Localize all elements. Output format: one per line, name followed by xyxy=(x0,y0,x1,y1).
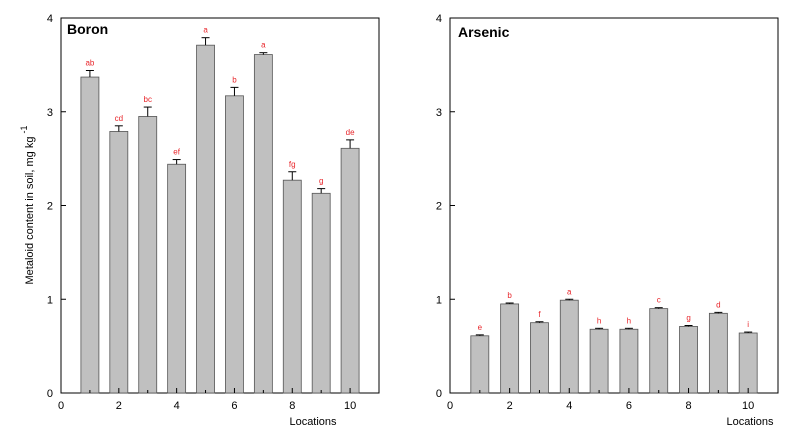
arsenic-bar xyxy=(708,312,728,394)
arsenic-x-tick-label: 8 xyxy=(685,400,691,412)
arsenic-bar xyxy=(470,335,490,394)
arsenic-bar xyxy=(738,332,758,394)
arsenic-significance-label: g xyxy=(686,314,690,323)
boron-bar xyxy=(109,131,129,394)
svg-text:Metaloid content in soil, mg k: Metaloid content in soil, mg kg -1 xyxy=(19,125,36,284)
boron-y-tick-label: 4 xyxy=(47,13,53,25)
boron-y-tick-label: 0 xyxy=(47,388,53,400)
boron-y-tick-label: 3 xyxy=(47,107,53,119)
arsenic-significance-label: e xyxy=(478,323,483,332)
arsenic-significance-label: h xyxy=(597,316,601,325)
boron-y-tick-label: 1 xyxy=(47,294,53,306)
boron-bar xyxy=(282,179,302,394)
arsenic-significance-label: b xyxy=(507,291,512,300)
arsenic-x-axis-title: Locations xyxy=(726,416,774,428)
arsenic-significance-label: h xyxy=(627,316,631,325)
boron-y-tick-label: 2 xyxy=(47,201,53,213)
arsenic-y-tick-label: 3 xyxy=(436,107,442,119)
boron-significance-label: a xyxy=(203,26,208,35)
boron-x-tick-label: 10 xyxy=(344,400,356,412)
boron-bar xyxy=(196,44,215,394)
arsenic-x-tick-label: 4 xyxy=(566,400,572,412)
boron-x-tick-label: 4 xyxy=(174,400,180,412)
boron-x-tick-label: 0 xyxy=(58,400,64,412)
boron-bar xyxy=(80,76,100,394)
arsenic-bar xyxy=(619,328,639,394)
boron-y-axis-title: Metaloid content in soil, mg kg xyxy=(24,137,36,285)
arsenic-x-tick-label: 2 xyxy=(507,400,513,412)
boron-significance-label: g xyxy=(319,177,323,186)
arsenic-bar xyxy=(589,328,609,394)
arsenic-bar xyxy=(500,303,520,394)
boron-bar xyxy=(311,192,331,394)
boron-significance-label: bc xyxy=(144,95,152,104)
boron-bar xyxy=(138,116,158,394)
arsenic-significance-label: d xyxy=(716,300,720,309)
arsenic-x-tick-label: 10 xyxy=(742,400,754,412)
arsenic-bars: e b f a h h c g d i xyxy=(470,287,758,394)
arsenic-bar xyxy=(649,308,669,394)
boron-bar xyxy=(167,163,187,394)
boron-significance-label: ef xyxy=(173,148,180,157)
arsenic-bar xyxy=(679,326,698,394)
arsenic-significance-label: a xyxy=(567,287,572,296)
boron-bar xyxy=(225,95,244,394)
boron-significance-label: a xyxy=(261,41,266,50)
boron-y-axis-exponent: -1 xyxy=(19,125,29,133)
boron-x-tick-label: 6 xyxy=(231,400,237,412)
arsenic-y-tick-label: 1 xyxy=(436,294,442,306)
arsenic-bar xyxy=(530,322,549,394)
arsenic-y-tick-label: 2 xyxy=(436,201,442,213)
arsenic-y-tick-label: 4 xyxy=(436,13,442,25)
arsenic-bar xyxy=(559,299,579,394)
boron-x-tick-label: 8 xyxy=(289,400,295,412)
arsenic-panel: Arsenic Locations e b f a h h c g d i 0 1 2 3 4 0 2 4 6 8 1… xyxy=(436,13,779,428)
boron-significance-label: cd xyxy=(115,114,123,123)
arsenic-title: Arsenic xyxy=(458,24,510,40)
boron-plot-frame xyxy=(60,17,380,394)
arsenic-x-tick-label: 0 xyxy=(447,400,453,412)
arsenic-significance-label: i xyxy=(747,320,749,329)
boron-panel: Boron Locations Metaloid content in soil… xyxy=(19,13,380,428)
arsenic-significance-label: f xyxy=(538,310,541,319)
boron-bar xyxy=(340,147,360,394)
arsenic-y-tick-label: 0 xyxy=(436,388,442,400)
boron-significance-label: ab xyxy=(85,59,94,68)
boron-significance-label: de xyxy=(346,128,355,137)
boron-significance-label: b xyxy=(232,75,237,84)
arsenic-significance-label: c xyxy=(657,296,661,305)
boron-significance-label: fg xyxy=(289,160,296,169)
arsenic-x-tick-label: 6 xyxy=(626,400,632,412)
boron-bar xyxy=(253,54,273,394)
boron-x-tick-label: 2 xyxy=(116,400,122,412)
boron-title: Boron xyxy=(67,21,108,37)
boron-y-axis-title-group: Metaloid content in soil, mg kg -1 xyxy=(19,125,36,284)
arsenic-plot-frame xyxy=(449,17,779,394)
boron-x-axis-title: Locations xyxy=(289,416,337,428)
